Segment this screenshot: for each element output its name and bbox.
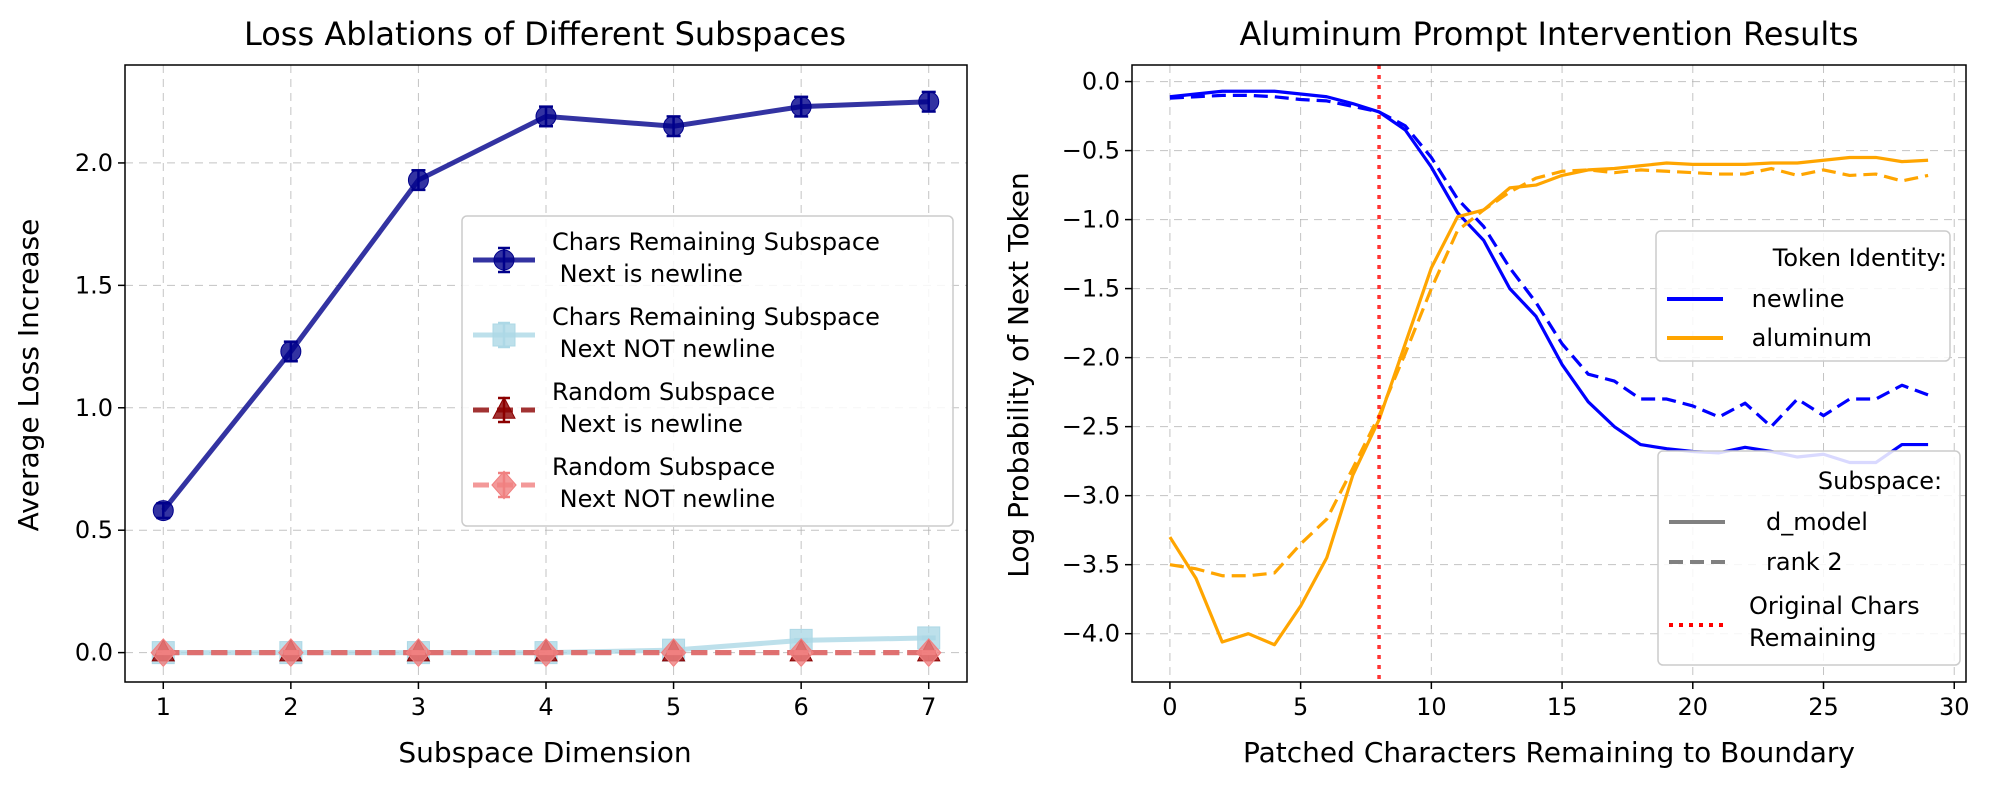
subspace-legend-box	[1657, 450, 1961, 666]
right-y-tick-label: −0.5	[1062, 137, 1120, 165]
left-x-tick-label: 5	[666, 693, 681, 721]
right-x-tick-label: 5	[1293, 693, 1308, 721]
token-legend-label-newline: newline	[1744, 285, 1845, 313]
left-y-tick-label: 1.5	[75, 271, 113, 299]
right-chart-title: Aluminum Prompt Intervention Results	[1239, 15, 1858, 53]
left-data-point	[407, 169, 429, 191]
left-legend-key-marker	[493, 249, 515, 271]
left-x-tick-label: 6	[794, 693, 809, 721]
right-y-tick-label: −2.5	[1062, 413, 1120, 441]
legend-random-newline-line2: Next is newline	[552, 410, 743, 438]
right-plot-frame	[1131, 64, 1967, 683]
left-chart-title: Loss Ablations of Different Subspaces	[244, 15, 846, 53]
right-x-ticks: 0 5 10 15 20 25 30	[1162, 682, 1970, 721]
left-y-tick-label: 0.0	[75, 639, 113, 667]
left-data-point	[278, 638, 304, 668]
left-legend-keys	[473, 246, 535, 500]
right-x-tick-label: 25	[1808, 693, 1839, 721]
left-y-ticks: 0.0 0.5 1.0 1.5 2.0	[75, 149, 125, 667]
left-chart: Loss Ablations of Different Subspaces Su…	[12, 15, 968, 769]
token-legend: Token Identity: newline aluminum	[1655, 230, 1951, 362]
left-data-point	[535, 105, 557, 127]
right-series-aluminum-rank-2	[1169, 166, 1929, 578]
left-legend-key-marker	[491, 470, 517, 500]
token-legend-label-aluminum: aluminum	[1744, 324, 1872, 352]
right-y-tick-label: −1.5	[1062, 275, 1120, 303]
right-x-tick-label: 20	[1678, 693, 1709, 721]
subspace-legend-title: Subspace:	[1818, 467, 1942, 495]
legend-chars-not-newline-line2: Next NOT newline	[552, 335, 775, 363]
right-y-tick-label: −3.0	[1062, 482, 1120, 510]
left-x-ticks: 1 2 3 4 5 6 7	[156, 682, 936, 721]
subspace-legend-label-original-chars-line1: Original Chars	[1749, 592, 1920, 620]
right-y-axis-label: Log Probability of Next Token	[1002, 172, 1035, 578]
left-legend-key-marker	[492, 323, 516, 347]
left-data-point	[790, 96, 812, 118]
right-x-tick-label: 0	[1162, 693, 1177, 721]
subspace-legend-label-rank-2: rank 2	[1766, 548, 1843, 576]
left-data-point	[152, 500, 174, 522]
right-grid	[1132, 65, 1966, 682]
left-data-point	[663, 115, 685, 137]
right-y-ticks: 0.0 −0.5 −1.0 −1.5 −2.0 −2.5 −3.0 −3.5 −4.0	[1062, 68, 1132, 648]
left-data-point	[533, 638, 559, 668]
left-legend: Chars Remaining Subspace Next is newline…	[461, 215, 954, 527]
legend-chars-newline-line1: Chars Remaining Subspace	[552, 228, 880, 256]
legend-random-newline-line1: Random Subspace	[552, 378, 775, 406]
left-data-point	[660, 638, 687, 668]
subspace-legend-label-original-chars-line2: Remaining	[1749, 624, 1876, 652]
left-x-tick-label: 2	[283, 693, 298, 721]
left-x-axis-label: Subspace Dimension	[398, 736, 691, 769]
right-y-tick-label: −4.0	[1062, 620, 1120, 648]
subspace-legend: Subspace: d_model rank 2 Original Chars …	[1657, 450, 1961, 666]
right-chart: Aluminum Prompt Intervention Results Pat…	[1002, 15, 1970, 769]
left-legend-key-marker	[492, 396, 516, 419]
right-series-newline-rank-2	[1169, 93, 1929, 429]
subspace-legend-label-d-model: d_model	[1766, 508, 1868, 536]
right-x-tick-label: 30	[1939, 693, 1970, 721]
left-x-tick-label: 3	[411, 693, 426, 721]
left-y-tick-label: 1.0	[75, 394, 113, 422]
left-y-tick-label: 0.5	[75, 516, 113, 544]
token-legend-title: Token Identity:	[1772, 244, 1947, 272]
right-x-axis-label: Patched Characters Remaining to Boundary	[1243, 736, 1855, 769]
left-y-tick-label: 2.0	[75, 149, 113, 177]
left-series-0	[152, 90, 940, 522]
left-legend-box	[461, 215, 954, 527]
left-x-tick-label: 7	[921, 693, 936, 721]
right-y-tick-label: −3.5	[1062, 551, 1120, 579]
left-data-point	[405, 638, 432, 668]
right-y-tick-label: −1.0	[1062, 206, 1120, 234]
legend-random-not-newline-line1: Random Subspace	[552, 453, 775, 481]
right-y-tick-label: 0.0	[1082, 68, 1120, 96]
right-y-tick-label: −2.0	[1062, 344, 1120, 372]
right-x-tick-label: 10	[1416, 693, 1447, 721]
left-data-point	[918, 91, 940, 113]
left-data-point	[915, 638, 942, 668]
legend-chars-not-newline-line1: Chars Remaining Subspace	[552, 303, 880, 331]
left-data-point	[788, 638, 814, 668]
right-x-tick-label: 15	[1547, 693, 1578, 721]
legend-chars-newline-line2: Next is newline	[552, 260, 743, 288]
left-series-3	[150, 638, 942, 668]
right-series-aluminum-d_model	[1168, 155, 1929, 647]
left-data-point	[150, 638, 177, 668]
left-x-tick-label: 1	[156, 693, 171, 721]
legend-random-not-newline-line2: Next NOT newline	[552, 485, 775, 513]
left-y-axis-label: Average Loss Increase	[12, 219, 45, 532]
left-x-tick-label: 4	[538, 693, 553, 721]
left-series-layer	[150, 90, 942, 668]
token-legend-box	[1655, 230, 1951, 362]
left-data-point	[280, 340, 302, 362]
